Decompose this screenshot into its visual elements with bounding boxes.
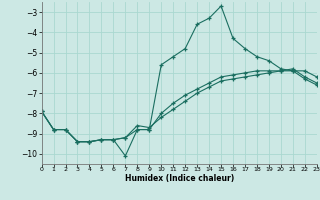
X-axis label: Humidex (Indice chaleur): Humidex (Indice chaleur) <box>124 174 234 183</box>
